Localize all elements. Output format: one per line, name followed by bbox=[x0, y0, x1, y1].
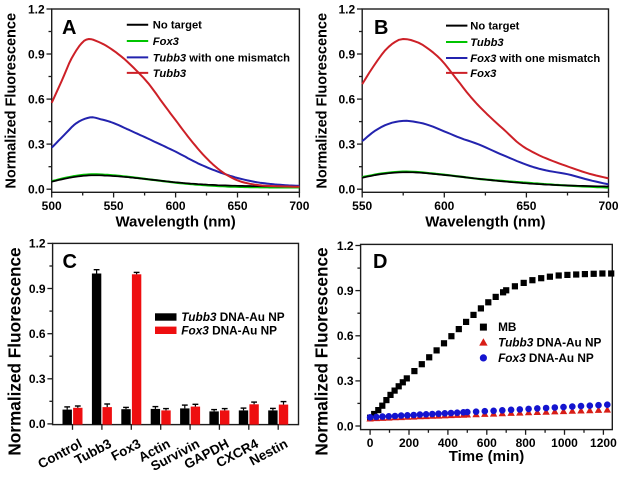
svg-text:MB: MB bbox=[498, 320, 516, 334]
svg-text:700: 700 bbox=[598, 199, 618, 213]
svg-text:Wavelength (nm): Wavelength (nm) bbox=[425, 214, 545, 231]
svg-text:1.2: 1.2 bbox=[29, 237, 46, 251]
svg-text:Fox3 DNA-Au NP: Fox3 DNA-Au NP bbox=[181, 323, 277, 337]
svg-text:600: 600 bbox=[166, 199, 186, 213]
svg-text:Time (min): Time (min) bbox=[449, 448, 525, 465]
svg-text:200: 200 bbox=[399, 436, 419, 450]
svg-text:Normalized Fluorescence: Normalized Fluorescence bbox=[311, 247, 331, 455]
svg-text:0.6: 0.6 bbox=[337, 329, 354, 343]
svg-text:1.2: 1.2 bbox=[28, 2, 45, 16]
svg-text:0.6: 0.6 bbox=[29, 327, 46, 341]
svg-text:Fox3: Fox3 bbox=[470, 68, 497, 80]
svg-text:No target: No target bbox=[153, 20, 202, 32]
svg-text:0.3: 0.3 bbox=[337, 374, 354, 388]
svg-text:0.0: 0.0 bbox=[28, 183, 45, 197]
svg-text:Fox3: Fox3 bbox=[153, 36, 180, 48]
svg-text:D: D bbox=[373, 251, 387, 273]
svg-text:Tubb3: Tubb3 bbox=[153, 68, 187, 80]
svg-text:A: A bbox=[62, 17, 76, 39]
svg-text:Normalized Fluorescence: Normalized Fluorescence bbox=[4, 13, 20, 189]
svg-text:1200: 1200 bbox=[590, 436, 617, 450]
svg-text:B: B bbox=[374, 17, 388, 39]
svg-text:0.9: 0.9 bbox=[28, 47, 45, 61]
svg-text:0.6: 0.6 bbox=[339, 92, 356, 106]
svg-text:650: 650 bbox=[516, 199, 536, 213]
svg-text:Tubb3 DNA-Au NP: Tubb3 DNA-Au NP bbox=[181, 310, 284, 324]
svg-text:Tubb3 with one mismatch: Tubb3 with one mismatch bbox=[153, 52, 290, 64]
svg-text:1000: 1000 bbox=[551, 436, 578, 450]
svg-text:550: 550 bbox=[352, 199, 372, 213]
svg-text:1.2: 1.2 bbox=[339, 2, 356, 16]
svg-text:No target: No target bbox=[470, 21, 519, 33]
svg-text:Fox3 DNA-Au NP: Fox3 DNA-Au NP bbox=[498, 351, 594, 365]
svg-text:0.3: 0.3 bbox=[28, 137, 45, 151]
svg-text:0.6: 0.6 bbox=[28, 92, 45, 106]
svg-text:Tubb3 DNA-Au NP: Tubb3 DNA-Au NP bbox=[498, 336, 601, 350]
svg-text:Wavelength (nm): Wavelength (nm) bbox=[115, 214, 235, 231]
svg-text:0.0: 0.0 bbox=[339, 183, 356, 197]
svg-text:800: 800 bbox=[516, 436, 536, 450]
svg-text:0.0: 0.0 bbox=[29, 417, 46, 431]
svg-text:700: 700 bbox=[289, 199, 309, 213]
svg-text:Fox3 with one mismatch: Fox3 with one mismatch bbox=[470, 53, 600, 65]
svg-text:650: 650 bbox=[227, 199, 247, 213]
svg-text:C: C bbox=[63, 251, 77, 273]
svg-text:Tubb3: Tubb3 bbox=[470, 37, 504, 49]
svg-text:0.9: 0.9 bbox=[29, 282, 46, 296]
svg-text:500: 500 bbox=[42, 199, 62, 213]
svg-text:0: 0 bbox=[367, 436, 374, 450]
svg-text:0.9: 0.9 bbox=[339, 47, 356, 61]
svg-text:1.2: 1.2 bbox=[337, 239, 354, 253]
svg-text:Normalized Fluorescence: Normalized Fluorescence bbox=[315, 13, 331, 189]
svg-text:0.3: 0.3 bbox=[339, 137, 356, 151]
svg-text:600: 600 bbox=[477, 436, 497, 450]
svg-text:0.0: 0.0 bbox=[337, 419, 354, 433]
svg-text:400: 400 bbox=[438, 436, 458, 450]
svg-text:0.3: 0.3 bbox=[29, 372, 46, 386]
svg-text:0.9: 0.9 bbox=[337, 284, 354, 298]
svg-text:Normalized Fluorescence: Normalized Fluorescence bbox=[5, 247, 25, 455]
svg-text:550: 550 bbox=[104, 199, 124, 213]
svg-text:600: 600 bbox=[434, 199, 454, 213]
